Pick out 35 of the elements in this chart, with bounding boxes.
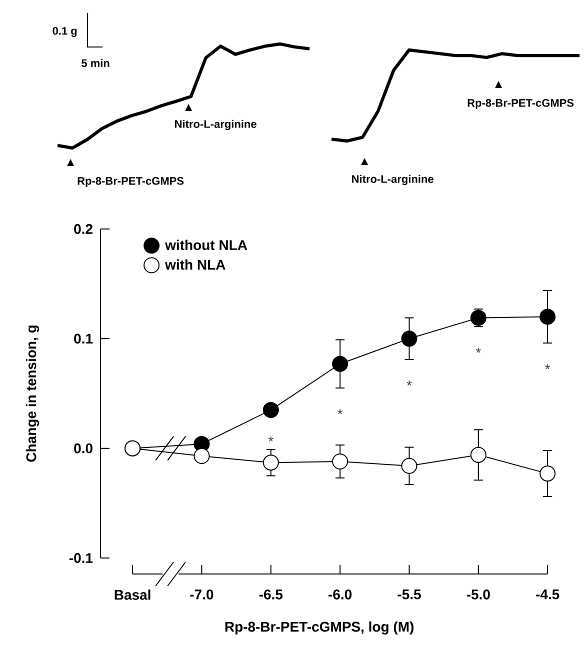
point [470, 446, 487, 463]
y-tick-label: -0.1 [70, 553, 93, 563]
x-tick-label: -6.0 [328, 590, 352, 600]
point [263, 402, 280, 418]
point [540, 308, 556, 325]
y-tick-label: 0.0 [74, 443, 93, 454]
annotation: * [268, 436, 274, 442]
point [263, 454, 280, 471]
legend-label: with NLA [165, 259, 226, 270]
point [470, 310, 487, 326]
point [401, 458, 418, 474]
x-tick-label: -5.5 [398, 590, 422, 600]
y-axis-title: Change in tension, g [26, 326, 40, 462]
point [401, 330, 418, 347]
x-tick-label: Basal [115, 590, 150, 600]
text: Rp-8-Br-PET-cGMPS [78, 177, 184, 187]
annotation: Nitro-L-arginine [175, 120, 257, 130]
x-tick-label: -5.0 [467, 590, 490, 600]
point [332, 453, 348, 470]
annotation: * [545, 364, 550, 370]
text: 0.1 g [52, 26, 77, 37]
y-tick-label: 0.2 [74, 224, 93, 234]
annotation: * [406, 380, 412, 386]
annotation: 5 min [82, 58, 110, 68]
x-tick-label: -6.5 [260, 590, 283, 600]
annotation: Rp-8-Br-PET-cGMPS [468, 99, 574, 109]
legend-label: without NLA [165, 240, 248, 250]
annotation: * [476, 348, 482, 353]
text: Nitro-L-arginine [352, 174, 434, 186]
x-tick-label: -7.0 [190, 590, 214, 600]
y-tick-label: 0.1 [74, 334, 93, 344]
x-axis-title: Rp-8-Br-PET-cGMPS, log (M) [226, 621, 414, 635]
point [332, 356, 348, 372]
annotation: * [338, 409, 343, 414]
x-tick-label: -4.5 [536, 590, 560, 600]
